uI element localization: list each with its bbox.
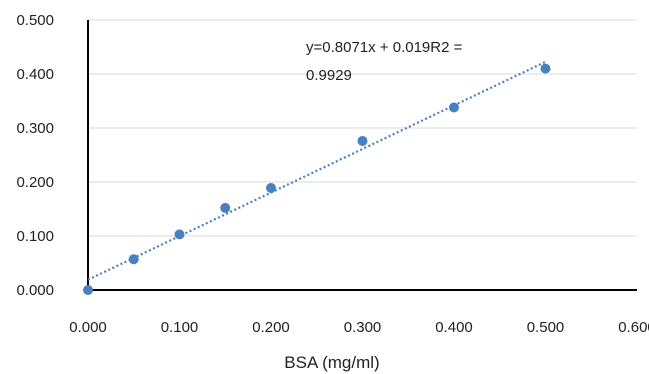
data-point-7: [540, 63, 551, 74]
x-tick-label-0: 0.000: [69, 319, 107, 336]
x-tick-label-3: 0.300: [344, 319, 382, 336]
y-tick-label-5: 0.500: [16, 12, 54, 29]
data-points: [83, 63, 551, 295]
data-point-2: [174, 229, 185, 240]
y-tick-label-2: 0.200: [16, 174, 54, 191]
x-tick-label-4: 0.400: [435, 319, 473, 336]
r-squared-value: 0.9929: [306, 67, 352, 84]
y-tick-label-3: 0.300: [16, 120, 54, 137]
gridlines: [88, 19, 637, 237]
linear-trendline: [87, 60, 546, 281]
x-tick-label-6: 0.600: [618, 319, 649, 336]
data-point-5: [357, 135, 368, 146]
data-point-3: [220, 202, 231, 213]
y-tick-label-4: 0.400: [16, 66, 54, 83]
x-tick-label-5: 0.500: [527, 319, 565, 336]
x-tick-label-1: 0.100: [161, 319, 199, 336]
x-axis-title: BSA (mg/ml): [284, 353, 379, 372]
data-point-6: [449, 102, 459, 113]
data-point-0: [83, 285, 93, 295]
axes: [87, 20, 637, 291]
y-tick-label-0: 0.000: [16, 282, 54, 299]
tick-labels: 0.000 0.100 0.200 0.300 0.400 0.500 0.000 0.100…: [16, 12, 649, 336]
trendline-group: [87, 60, 546, 281]
y-tick-label-1: 0.100: [16, 228, 54, 245]
data-point-4: [266, 182, 276, 193]
x-tick-label-2: 0.200: [252, 319, 290, 336]
trendline-equation: y=0.8071x + 0.019R2 =: [306, 39, 463, 56]
data-point-1: [128, 254, 139, 265]
